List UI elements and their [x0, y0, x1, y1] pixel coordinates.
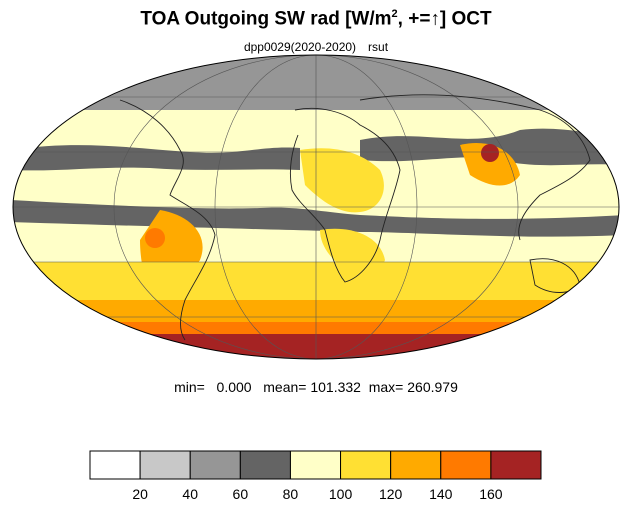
- colorbar-swatch: [189, 450, 241, 480]
- colorbar-tick-label: 120: [378, 486, 403, 502]
- colorbar-tick-label: 80: [282, 486, 299, 502]
- mean-label: mean=: [263, 379, 307, 395]
- map-border: [12, 54, 620, 360]
- colorbar-tick-label: 40: [182, 486, 199, 502]
- field-nh-cloud-band: [13, 145, 300, 171]
- title-suffix: , +=↑] OCT: [397, 8, 492, 30]
- field-amazon-max: [145, 228, 165, 248]
- min-label: min=: [174, 379, 205, 395]
- colorbar-tick-label: 140: [429, 486, 453, 502]
- colorbar-swatch: [139, 450, 191, 480]
- field-itcz: [13, 200, 619, 237]
- colorbar-swatch: [239, 450, 291, 480]
- mean-value: 101.332: [310, 379, 361, 395]
- colorbar-tick-label: 100: [328, 486, 353, 502]
- plot-subtitle: dpp0029(2020-2020) rsut: [0, 40, 632, 54]
- colorbar-tick-label: 60: [232, 486, 249, 502]
- world-map: [12, 54, 620, 360]
- title-text: TOA Outgoing SW rad [W/m: [140, 8, 392, 30]
- colorbar-swatch: [490, 450, 542, 480]
- colorbar-swatch: [89, 450, 141, 480]
- colorbar-tick-label: 160: [479, 486, 503, 502]
- colorbar-swatch: [289, 450, 342, 480]
- colorbar-swatch: [390, 450, 442, 480]
- colorbar-tick-label: 20: [132, 486, 148, 502]
- field-sahara: [300, 148, 384, 213]
- max-label: max=: [368, 379, 404, 395]
- min-value: 0.000: [216, 379, 252, 395]
- colorbar-swatch: [440, 450, 492, 480]
- title-superscript: 2: [391, 8, 398, 20]
- colorbar-swatch: [340, 450, 392, 480]
- stats-line: min= 0.000 mean= 101.332 max= 260.979: [0, 379, 632, 395]
- subtitle-variable: rsut: [368, 40, 389, 54]
- plot-title: TOA Outgoing SW rad [W/m2, +=↑] OCT: [0, 8, 632, 30]
- subtitle-run: dpp0029(2020-2020): [243, 40, 357, 54]
- field-tibet-max: [481, 144, 499, 162]
- coastlines: [119, 94, 591, 341]
- max-value: 260.979: [407, 379, 458, 395]
